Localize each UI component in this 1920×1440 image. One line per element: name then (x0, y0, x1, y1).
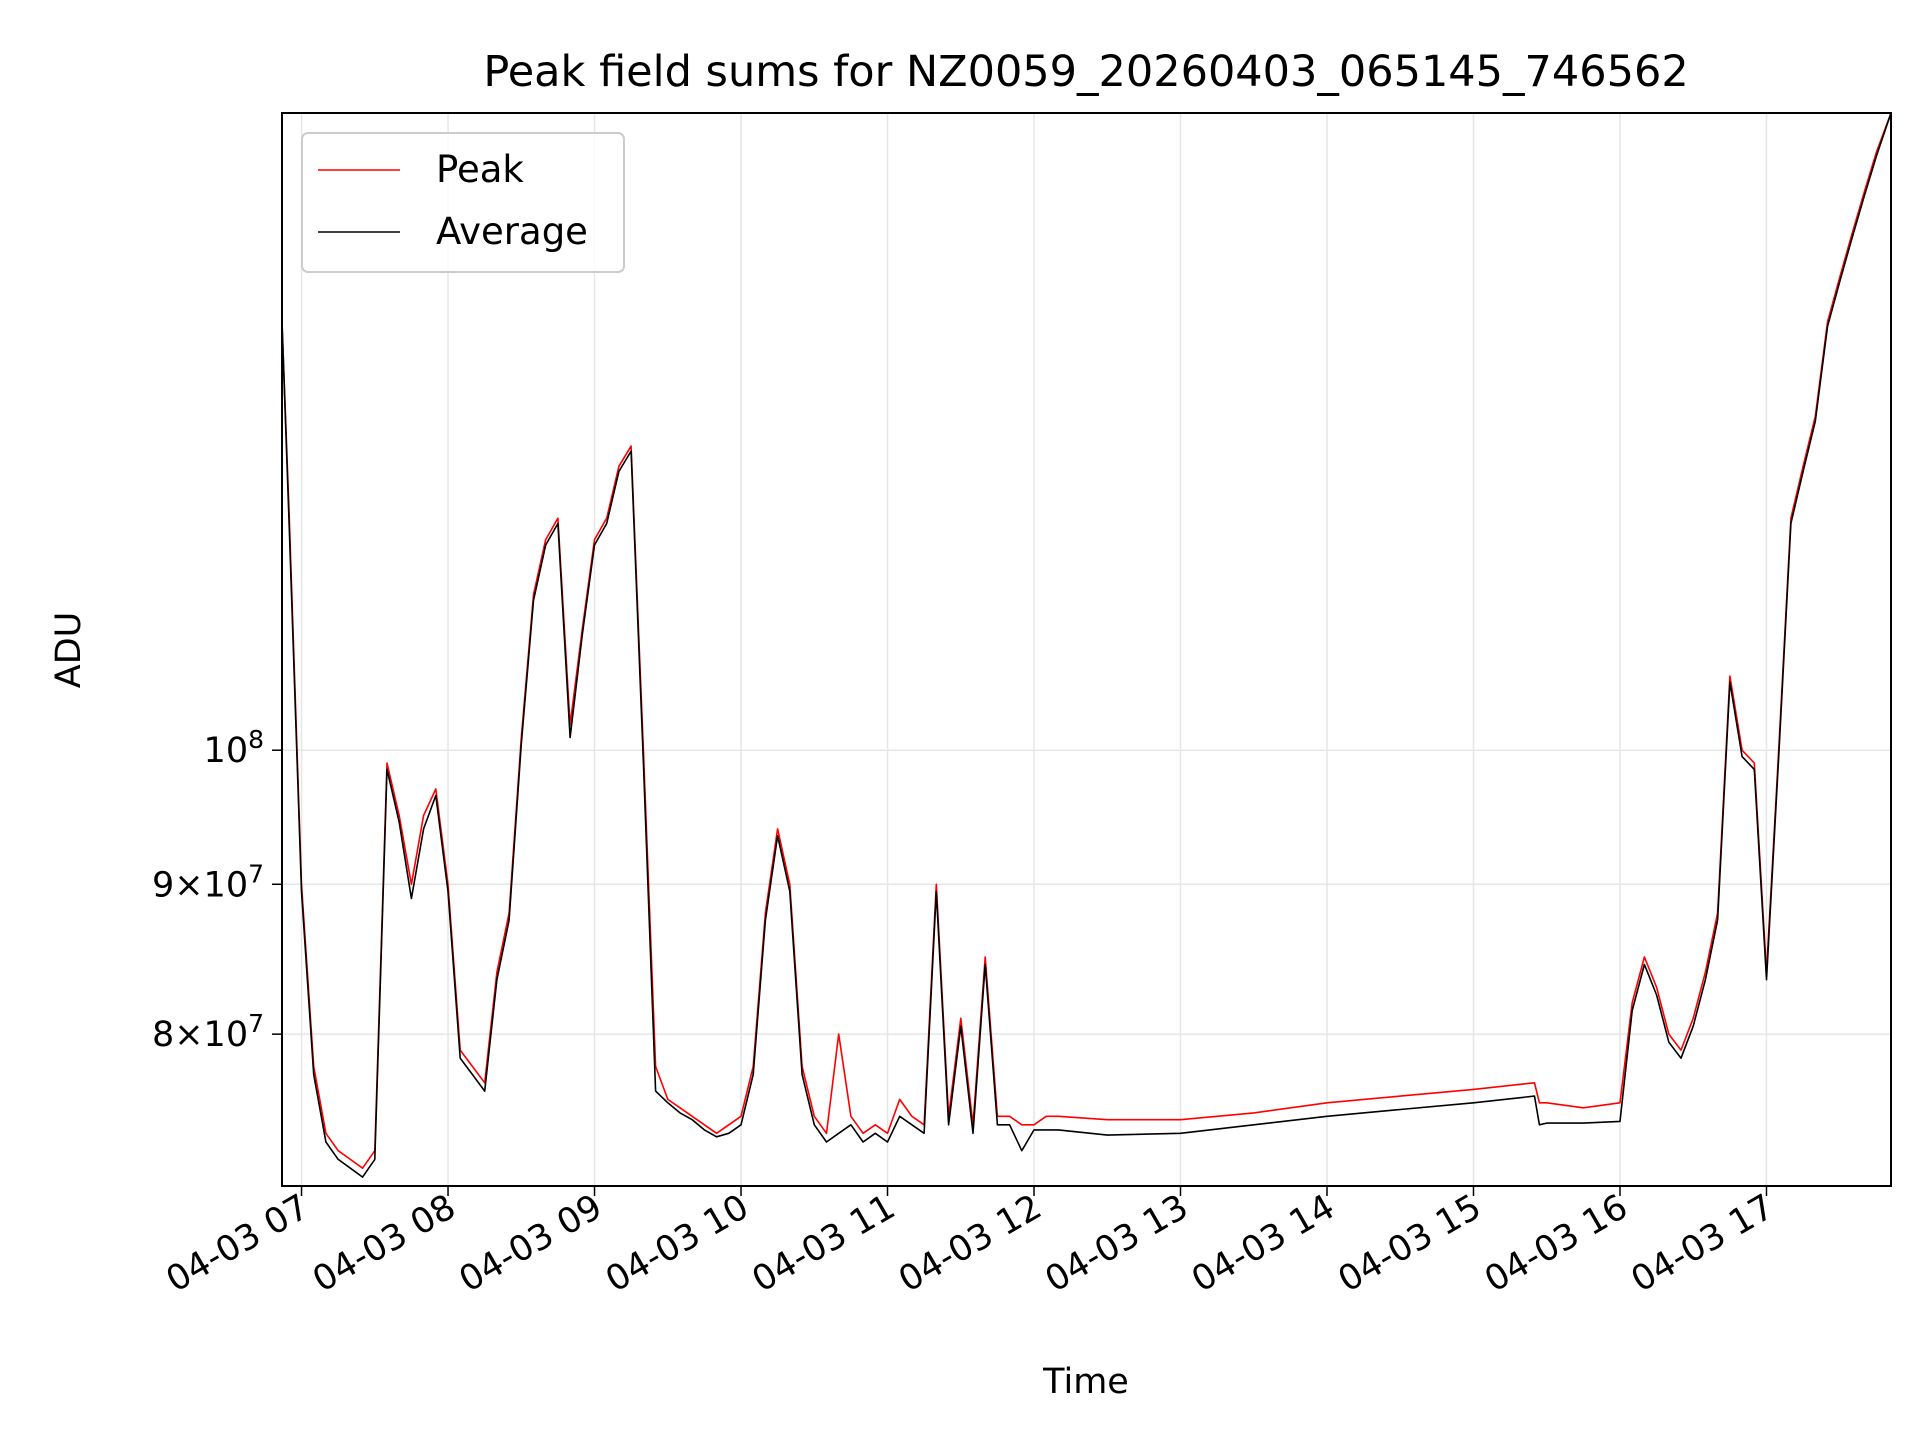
y-tick-label: 9×107 (152, 859, 264, 905)
x-tick-label: 04-03 10 (599, 1187, 755, 1300)
legend-average-label: Average (436, 210, 588, 253)
x-tick-label: 04-03 08 (306, 1187, 462, 1300)
y-tick-label: 8×107 (152, 1009, 264, 1055)
y-tick-label: 108 (204, 725, 264, 771)
legend: Peak Average (301, 132, 625, 273)
grid (282, 113, 1891, 1186)
x-tick-label: 04-03 16 (1478, 1187, 1634, 1300)
legend-peak-label: Peak (436, 148, 524, 191)
legend-box (301, 132, 625, 273)
chart-title: Peak field sums for NZ0059_20260403_0651… (483, 47, 1688, 97)
y-axis-ticks: 8×107 9×107 108 (152, 725, 282, 1055)
plot-frame (281, 112, 1892, 1187)
x-axis-label: Time (1042, 1362, 1129, 1402)
x-tick-label: 04-03 17 (1625, 1187, 1781, 1300)
average-series-line (281, 112, 1892, 1178)
series-layer (281, 112, 1892, 1178)
y-axis-label: ADU (49, 612, 89, 689)
x-tick-label: 04-03 07 (160, 1187, 316, 1300)
x-tick-label: 04-03 12 (892, 1187, 1048, 1300)
x-tick-label: 04-03 15 (1332, 1187, 1488, 1300)
x-tick-label: 04-03 13 (1039, 1187, 1195, 1300)
x-tick-label: 04-03 11 (746, 1187, 902, 1300)
x-tick-label: 04-03 09 (453, 1187, 609, 1300)
x-tick-label: 04-03 14 (1185, 1187, 1341, 1300)
peak-series-line (281, 112, 1892, 1169)
